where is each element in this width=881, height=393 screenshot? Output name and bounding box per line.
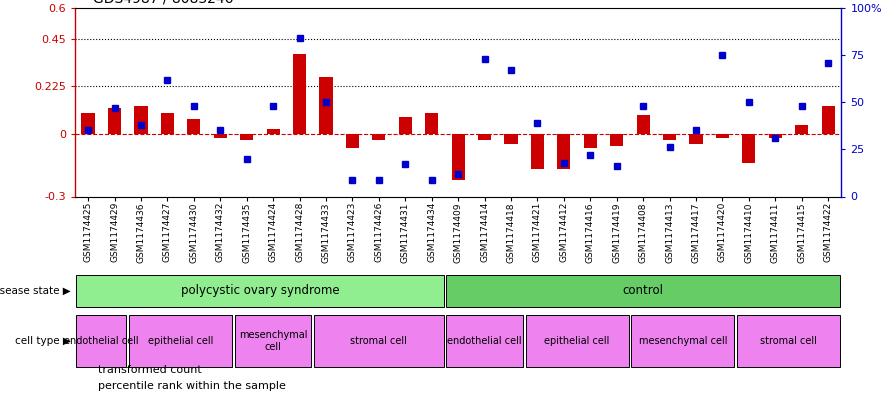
Bar <box>715 134 729 138</box>
Text: endothelial cell: endothelial cell <box>448 336 522 346</box>
Text: mesenchymal
cell: mesenchymal cell <box>239 330 307 352</box>
Text: mesenchymal cell: mesenchymal cell <box>639 336 727 346</box>
Bar <box>187 119 201 134</box>
Bar <box>636 115 650 134</box>
Bar <box>525 315 629 367</box>
Bar <box>319 77 332 134</box>
Text: epithelial cell: epithelial cell <box>148 336 213 346</box>
Bar <box>81 113 95 134</box>
Text: transformed count: transformed count <box>98 365 202 375</box>
Bar <box>398 117 411 134</box>
Bar <box>821 107 835 134</box>
Bar <box>292 54 307 134</box>
Bar <box>583 134 597 148</box>
Bar <box>77 315 127 367</box>
Bar <box>631 315 734 367</box>
Bar <box>108 108 122 134</box>
Bar <box>234 315 312 367</box>
Text: endothelial cell: endothelial cell <box>64 336 138 346</box>
Bar <box>129 315 232 367</box>
Text: stromal cell: stromal cell <box>351 336 407 346</box>
Text: polycystic ovary syndrome: polycystic ovary syndrome <box>181 284 339 298</box>
Bar <box>446 275 840 307</box>
Bar <box>214 134 227 138</box>
Bar <box>663 134 677 140</box>
Bar <box>610 134 624 146</box>
Text: cell type ▶: cell type ▶ <box>15 336 70 346</box>
Text: epithelial cell: epithelial cell <box>544 336 610 346</box>
Bar <box>373 134 386 140</box>
Bar <box>795 125 809 134</box>
Bar <box>161 113 174 134</box>
Bar <box>742 134 756 163</box>
Text: disease state ▶: disease state ▶ <box>0 286 70 296</box>
Text: stromal cell: stromal cell <box>760 336 817 346</box>
Bar <box>77 275 443 307</box>
Bar <box>266 129 279 134</box>
Bar <box>737 315 840 367</box>
Bar <box>135 107 148 134</box>
Bar <box>446 315 522 367</box>
Bar <box>768 134 782 138</box>
Bar <box>478 134 492 140</box>
Bar <box>426 113 439 134</box>
Bar <box>345 134 359 148</box>
Bar <box>314 315 443 367</box>
Bar <box>530 134 544 169</box>
Bar <box>557 134 571 169</box>
Text: percentile rank within the sample: percentile rank within the sample <box>98 381 285 391</box>
Bar <box>240 134 254 140</box>
Bar <box>690 134 703 144</box>
Bar <box>504 134 517 144</box>
Bar <box>452 134 465 180</box>
Text: GDS4987 / 8083246: GDS4987 / 8083246 <box>93 0 233 6</box>
Text: control: control <box>623 284 663 298</box>
